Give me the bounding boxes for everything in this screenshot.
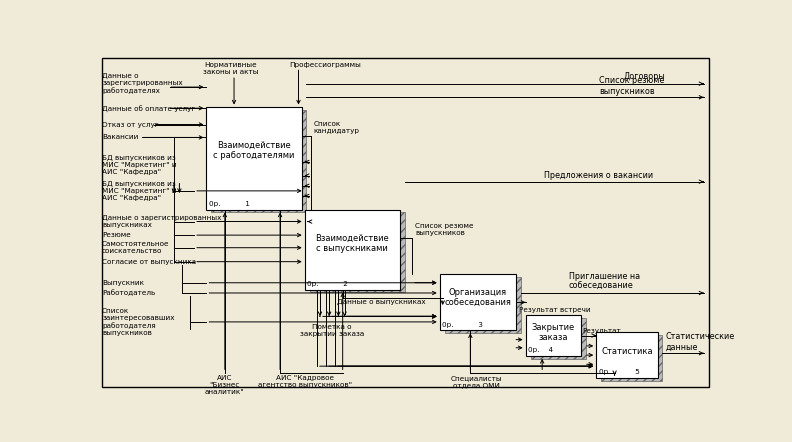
Text: 0р.           2: 0р. 2 — [307, 281, 348, 287]
Bar — [526, 315, 581, 356]
Bar — [531, 318, 586, 358]
Bar — [310, 212, 405, 292]
Text: Нормативные
законы и акты: Нормативные законы и акты — [204, 61, 259, 75]
Text: Список резюме
выпускников: Список резюме выпускников — [600, 76, 664, 95]
Text: Взаимодействие
с выпускниками: Взаимодействие с выпускниками — [315, 233, 389, 253]
Text: АИС
"Бизнес
аналитик": АИС "Бизнес аналитик" — [205, 375, 245, 395]
Text: Приглашение на
собеседование: Приглашение на собеседование — [569, 272, 640, 291]
Text: Статистические
данные: Статистические данные — [665, 332, 735, 351]
Text: Список резюме
выпускников: Список резюме выпускников — [415, 223, 474, 236]
Text: Резюме: Резюме — [102, 232, 131, 238]
Text: Список
кандидатур: Список кандидатур — [314, 122, 360, 134]
Text: Работодатель: Работодатель — [102, 290, 155, 297]
Text: Отказ от услуг: Отказ от услуг — [102, 122, 158, 127]
Text: АИС "Кадровое
агентство выпускников": АИС "Кадровое агентство выпускников" — [257, 375, 352, 388]
Bar — [305, 210, 400, 290]
Text: Данные о зарегистрированных
выпускниках: Данные о зарегистрированных выпускниках — [102, 215, 222, 228]
Text: Самостоятельное
соискательство: Самостоятельное соискательство — [102, 241, 169, 254]
Text: БД выпускников из
МИС "Маркетинг" и
АИС "Кафедра": БД выпускников из МИС "Маркетинг" и АИС … — [102, 181, 177, 201]
Text: Специалисты
отдела ОМИ: Специалисты отдела ОМИ — [451, 375, 502, 388]
Bar — [444, 277, 521, 333]
Bar — [440, 274, 516, 331]
Text: Организация
собеседования: Организация собеседования — [444, 288, 512, 308]
Text: Выпускник: Выпускник — [102, 280, 144, 286]
Text: Закрытие
заказа: Закрытие заказа — [531, 323, 575, 342]
Text: Результат: Результат — [582, 328, 621, 334]
Text: Профессиограммы: Профессиограммы — [289, 61, 361, 68]
Bar — [596, 332, 657, 378]
Text: Данные о выпускниках: Данные о выпускниках — [337, 299, 425, 305]
Bar — [601, 335, 662, 381]
Text: Результат встречи: Результат встречи — [520, 307, 591, 313]
Text: 0р.           3: 0р. 3 — [442, 322, 483, 328]
Text: 0р.           1: 0р. 1 — [209, 201, 249, 207]
Text: Предложения о вакансии: Предложения о вакансии — [544, 171, 653, 180]
Text: БД выпускников из
МИС "Маркетинг" и
АИС "Кафедра": БД выпускников из МИС "Маркетинг" и АИС … — [102, 155, 177, 175]
Text: 0р.    4: 0р. 4 — [528, 347, 553, 353]
Text: Данные о
зарегистрированных
работодателях: Данные о зарегистрированных работодателя… — [102, 73, 183, 94]
Text: Согласие от выпускника: Согласие от выпускника — [102, 259, 196, 265]
Text: Статистика: Статистика — [601, 347, 653, 356]
Text: Взаимодействие
с работодателями: Взаимодействие с работодателями — [213, 141, 295, 160]
Bar — [211, 110, 307, 212]
Text: Список
заинтересовавших
работодателя
выпускников: Список заинтересовавших работодателя вып… — [102, 308, 174, 336]
Bar — [207, 107, 302, 210]
Text: 0р.           5: 0р. 5 — [599, 370, 639, 375]
Text: Договоры: Договоры — [624, 72, 665, 81]
Text: Вакансии: Вакансии — [102, 134, 139, 141]
Text: Данные об оплате услуг: Данные об оплате услуг — [102, 105, 195, 112]
Text: Пометка о
закрытии заказа: Пометка о закрытии заказа — [300, 324, 364, 337]
